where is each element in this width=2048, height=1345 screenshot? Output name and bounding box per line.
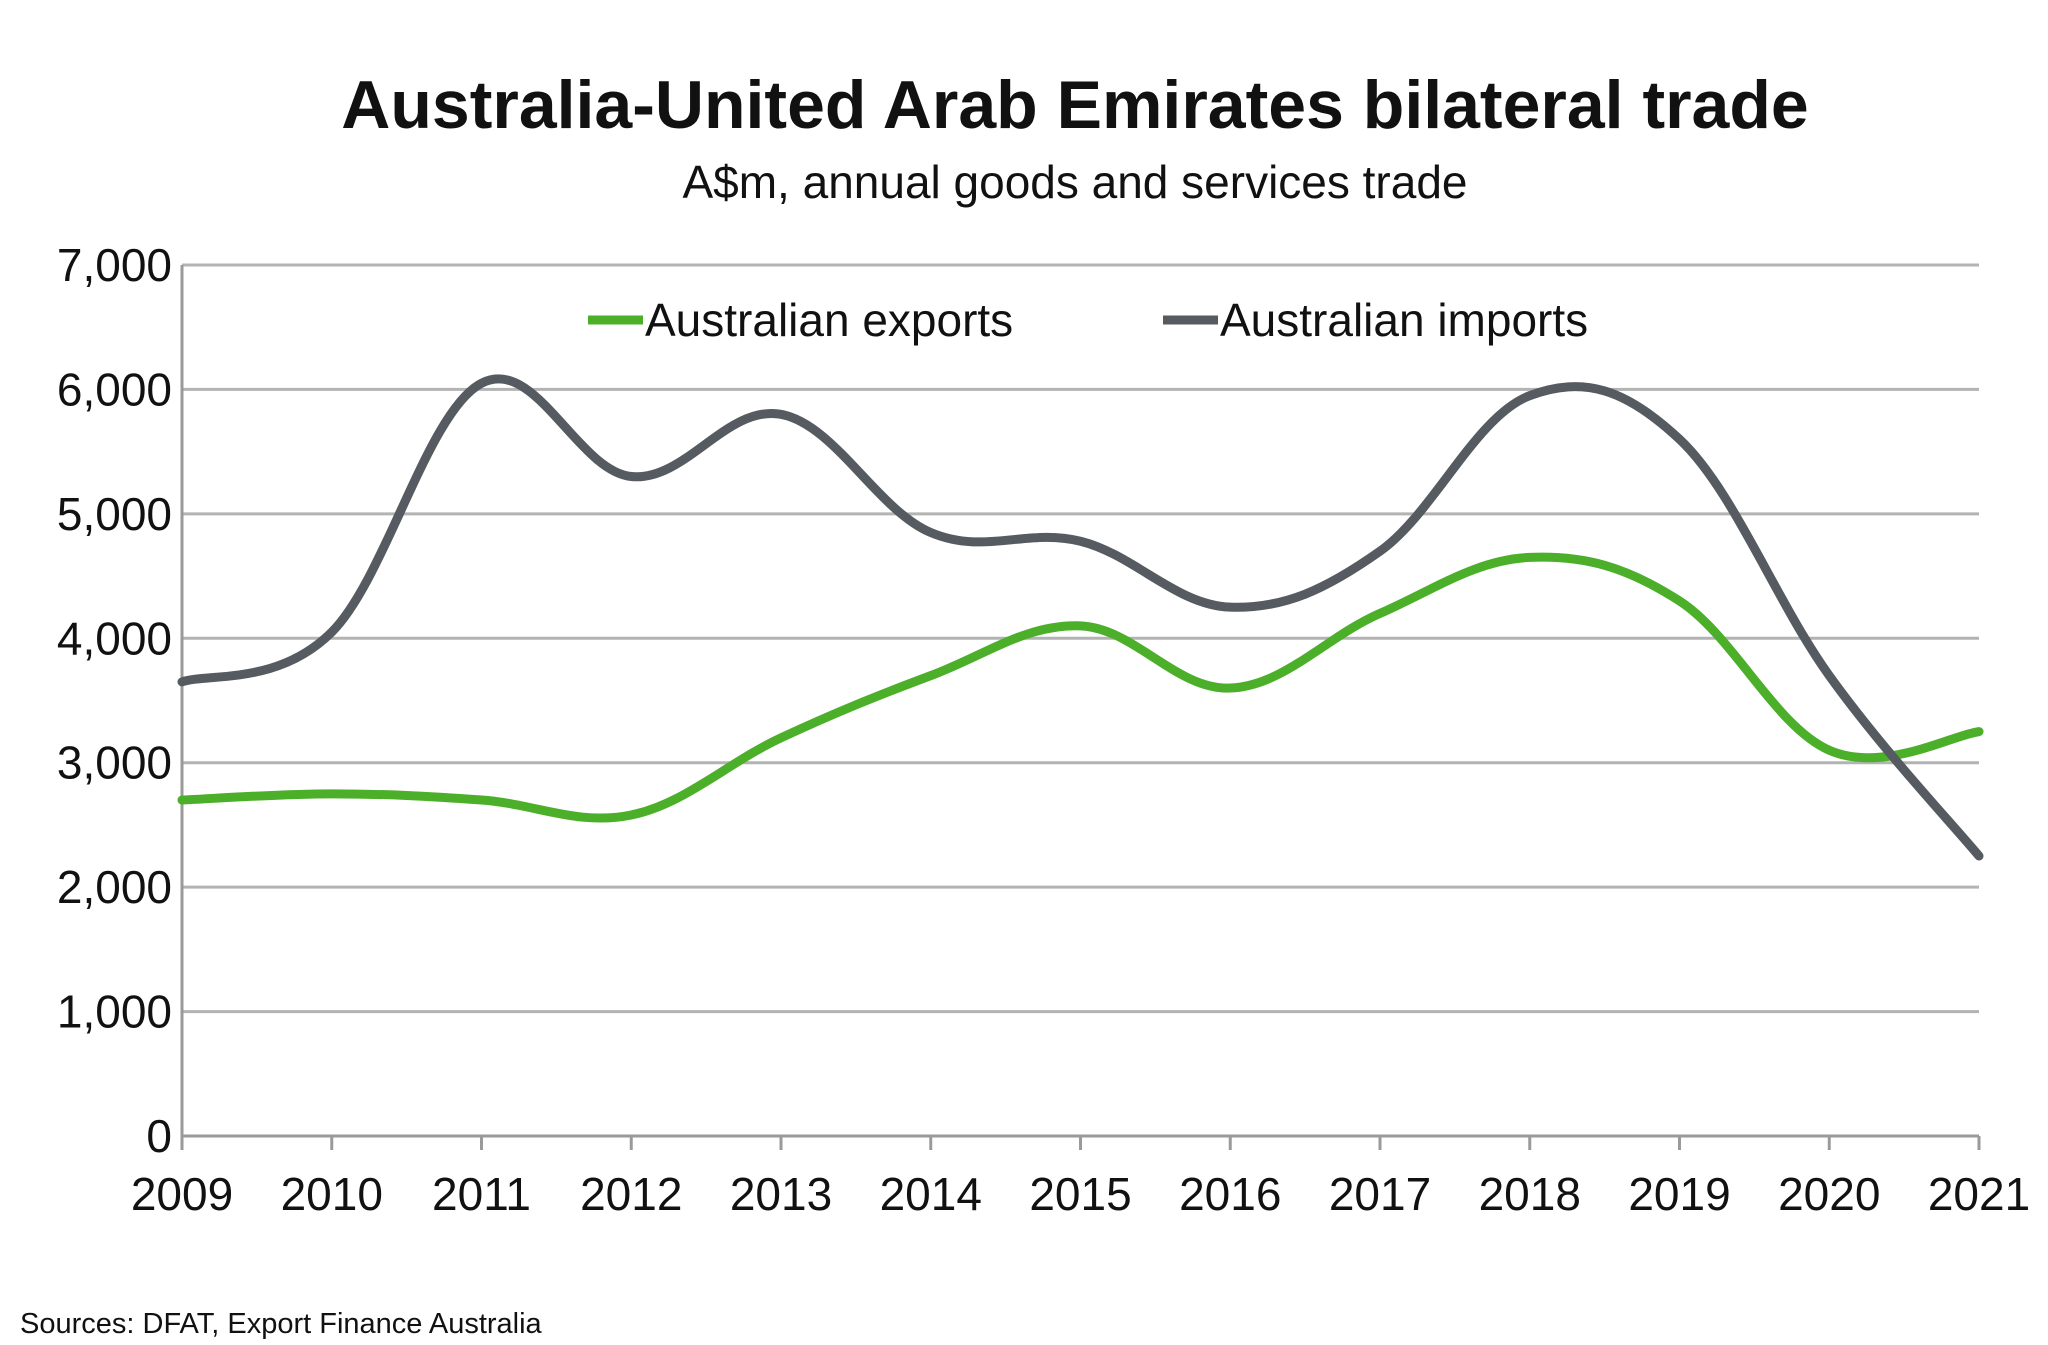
y-tick-label: 2,000 [57,861,172,913]
x-tick-label: 2009 [131,1168,233,1220]
chart-title: Australia-United Arab Emirates bilateral… [341,67,1808,143]
x-tick-label: 2013 [730,1168,832,1220]
y-tick-label: 4,000 [57,612,172,664]
y-tick-label: 0 [146,1110,172,1162]
x-tick-label: 2014 [880,1168,982,1220]
x-tick-label: 2010 [281,1168,383,1220]
y-tick-label: 6,000 [57,363,172,415]
x-tick-label: 2011 [432,1168,531,1220]
x-tick-label: 2018 [1479,1168,1581,1220]
legend: Australian exports Australian imports [588,294,1588,346]
x-axis: 2009 2010 2011 2012 2013 2014 2015 2016 2017 2018… [131,265,2030,1220]
x-tick-label: 2017 [1329,1168,1431,1220]
x-tick-label: 2020 [1778,1168,1880,1220]
y-axis-ticks: 0 1,000 2,000 3,000 4,000 5,000 6,000 7,000 [57,239,172,1162]
x-tick-label: 2021 [1928,1168,2030,1220]
x-tick-label: 2012 [580,1168,682,1220]
series-line-exports [177,552,1984,823]
series-line-imports [177,374,1984,861]
legend-label-imports: Australian imports [1220,294,1588,346]
legend-label-exports: Australian exports [645,294,1013,346]
x-tick-label: 2016 [1179,1168,1281,1220]
y-tick-label: 5,000 [57,488,172,540]
chart-subtitle: A$m, annual goods and services trade [682,156,1467,208]
source-note: Sources: DFAT, Export Finance Australia [20,1308,543,1340]
y-tick-label: 7,000 [57,239,172,291]
y-tick-label: 1,000 [57,986,172,1038]
x-tick-label: 2015 [1029,1168,1131,1220]
y-tick-label: 3,000 [57,737,172,789]
x-tick-label: 2019 [1628,1168,1730,1220]
gridlines [182,263,1979,1014]
series-lines [177,374,1984,861]
